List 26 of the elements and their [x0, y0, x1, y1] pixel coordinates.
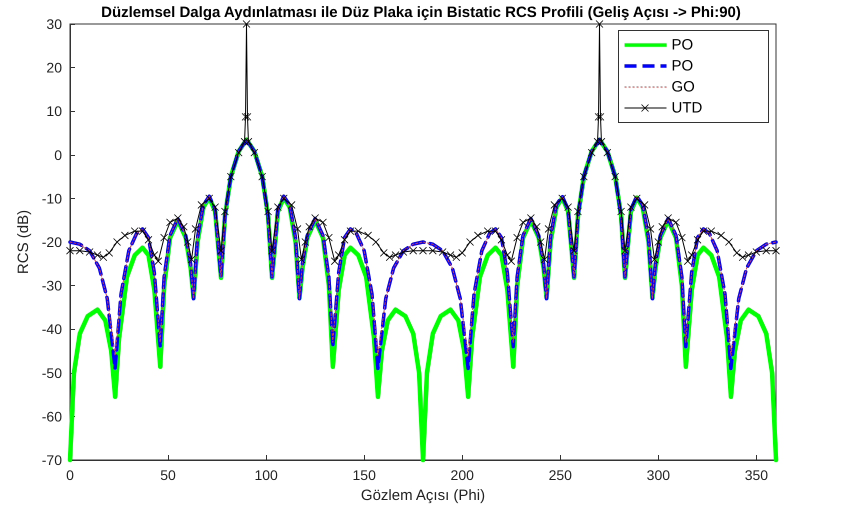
- x-tick-label: 150: [352, 467, 376, 483]
- y-tick-label: -20: [42, 234, 62, 250]
- chart-title: Düzlemsel Dalga Aydınlatması ile Düz Plaka için Bistatic RCS Profili (Geliş Açısı -> Phi:90): [101, 4, 741, 21]
- x-tick-label: 200: [450, 467, 474, 483]
- y-tick-label: 20: [46, 60, 62, 76]
- x-tick-label: 0: [66, 467, 74, 483]
- x-tick-label: 50: [160, 467, 176, 483]
- y-tick-label: 0: [54, 146, 62, 163]
- y-tick-label: -50: [42, 364, 62, 381]
- legend-label: GO: [672, 78, 695, 96]
- x-tick-label: 250: [548, 467, 572, 483]
- y-tick-label: -40: [42, 321, 62, 338]
- legend-label: PO: [672, 36, 694, 54]
- y-tick-label: -70: [42, 452, 62, 468]
- y-tick-label: -30: [42, 278, 62, 294]
- y-tick-label: -10: [42, 190, 62, 206]
- x-tick-label: 100: [254, 467, 278, 483]
- x-axis-title: Gözlem Açısı (Phi): [360, 487, 486, 504]
- y-tick-label: 10: [46, 103, 62, 120]
- y-axis-title: RCS (dB): [14, 210, 32, 274]
- legend-label: PO: [672, 58, 694, 74]
- x-tick-label: 300: [646, 467, 670, 483]
- y-tick-label: -60: [42, 408, 62, 424]
- legend-label: UTD: [672, 100, 702, 116]
- y-tick-label: 30: [46, 16, 62, 32]
- x-tick-label: 350: [744, 467, 768, 483]
